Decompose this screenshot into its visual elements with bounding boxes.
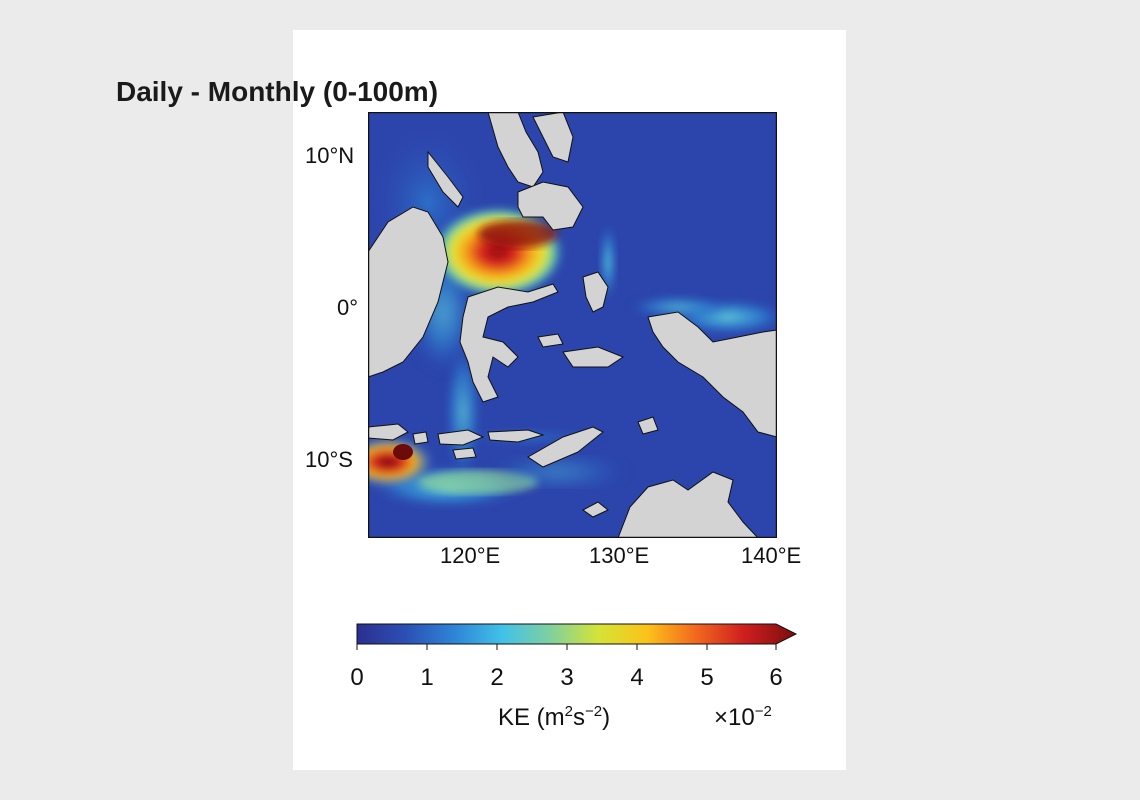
landmass-new-guinea — [647, 311, 777, 438]
landmass-seram — [562, 346, 625, 368]
map-frame — [368, 112, 777, 538]
lon-label-140e: 140°E — [741, 543, 802, 568]
landmass-tanimbar — [637, 416, 659, 435]
landmass-australia-island — [582, 501, 609, 518]
colorbar-tick-1: 1 — [420, 664, 434, 691]
landmass-sumbawa — [437, 429, 485, 446]
landmass-halmahera — [582, 271, 609, 313]
landmass-bali-lombok — [412, 431, 429, 445]
landmass-mindanao — [517, 181, 584, 231]
lat-label-0: 0° — [337, 295, 359, 320]
lon-label-120e: 120°E — [440, 543, 501, 568]
landmass-borneo — [368, 206, 449, 378]
colorbar — [356, 623, 798, 650]
map-title: Daily - Monthly (0-100m) — [115, 76, 439, 107]
landmass-sulawesi — [459, 283, 559, 403]
colorbar-tick-5: 5 — [700, 664, 714, 691]
colorbar-gradient — [356, 623, 798, 645]
lat-label-10s: 10°S — [305, 447, 353, 472]
lat-label-10n: 10°N — [305, 143, 355, 168]
landmass-buru — [537, 333, 564, 348]
landmass-palawan — [427, 150, 464, 208]
landmass-java — [368, 423, 409, 441]
lon-label-130e: 130°E — [589, 543, 650, 568]
colorbar-tick-marks — [356, 644, 777, 650]
landmass-flores — [487, 429, 545, 443]
landmass-sumba — [452, 447, 477, 460]
colorbar-label: KE (m2s−2) — [498, 703, 611, 731]
colorbar-tick-0: 0 — [350, 664, 364, 691]
colorbar-tick-2: 2 — [490, 664, 504, 691]
landmass-philippines-north — [487, 112, 544, 188]
colorbar-multiplier: ×10−2 — [714, 703, 772, 731]
colorbar-tick-6: 6 — [769, 664, 783, 691]
land-masses — [368, 112, 777, 538]
colorbar-tick-3: 3 — [560, 664, 574, 691]
landmass-australia — [617, 471, 759, 538]
landmass-timor — [527, 426, 604, 468]
landmass-visayas — [532, 112, 574, 163]
ke-map — [368, 112, 777, 538]
colorbar-tick-4: 4 — [630, 664, 644, 691]
